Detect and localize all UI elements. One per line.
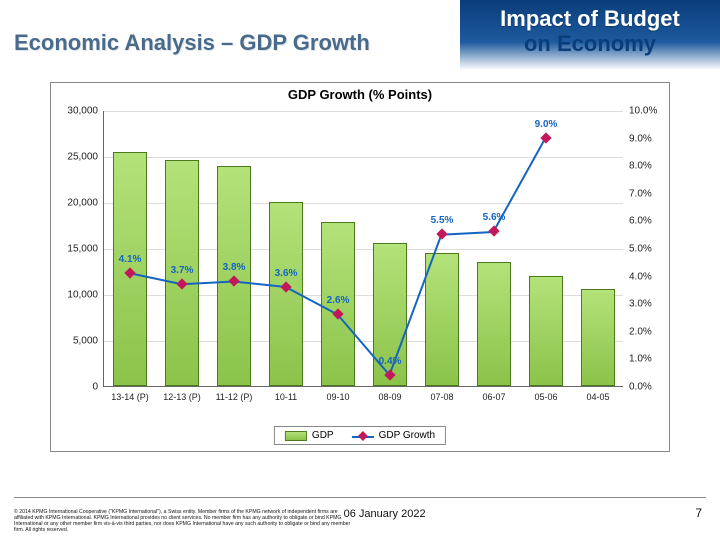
x-tick-label: 09-10 (326, 392, 349, 402)
footer-divider (14, 497, 706, 498)
y-right-tick-label: 9.0% (629, 133, 652, 144)
y-left-tick-label: 15,000 (67, 244, 98, 255)
y-right-tick-label: 0.0% (629, 382, 652, 393)
footer-copyright: © 2014 KPMG International Cooperative ("… (14, 510, 354, 534)
x-tick-label: 05-06 (534, 392, 557, 402)
y-left-tick-label: 5,000 (73, 336, 98, 347)
legend-item-growth: GDP Growth (352, 430, 436, 441)
growth-value-label: 2.6% (327, 295, 350, 306)
chart-title: GDP Growth (% Points) (51, 83, 669, 102)
x-tick-label: 12-13 (P) (163, 392, 201, 402)
legend-label-growth: GDP Growth (379, 430, 436, 441)
title-left: Economic Analysis – GDP Growth (14, 30, 370, 56)
x-tick-label: 13-14 (P) (111, 392, 149, 402)
y-right-tick-label: 10.0% (629, 106, 657, 117)
y-left-tick-label: 10,000 (67, 290, 98, 301)
growth-value-label: 3.8% (223, 262, 246, 273)
growth-value-label: 5.5% (431, 215, 454, 226)
y-right-tick-label: 7.0% (629, 188, 652, 199)
y-right-tick-label: 4.0% (629, 271, 652, 282)
slide: Impact of Budget on Economy Economic Ana… (0, 0, 720, 540)
title-right-line1: Impact of Budget (474, 6, 706, 31)
x-tick-label: 06-07 (482, 392, 505, 402)
y-right-tick-label: 6.0% (629, 216, 652, 227)
title-right: Impact of Budget on Economy (474, 6, 706, 57)
footer-date: 06 January 2022 (344, 508, 426, 520)
growth-value-label: 4.1% (119, 254, 142, 265)
y-right-tick-label: 2.0% (629, 326, 652, 337)
y-right-tick-label: 8.0% (629, 161, 652, 172)
legend: GDP GDP Growth (274, 426, 446, 445)
y-right-tick-label: 3.0% (629, 299, 652, 310)
legend-swatch-line (352, 431, 374, 441)
y-left-tick-label: 30,000 (67, 106, 98, 117)
x-tick-label: 04-05 (586, 392, 609, 402)
x-tick-label: 10-11 (275, 392, 297, 402)
legend-swatch-bar (285, 431, 307, 441)
title-right-line2: on Economy (474, 31, 706, 56)
growth-line (104, 111, 623, 386)
plot-area: 05,00010,00015,00020,00025,00030,0000.0%… (103, 111, 623, 387)
y-right-tick-label: 5.0% (629, 244, 652, 255)
x-tick-label: 07-08 (430, 392, 453, 402)
legend-label-gdp: GDP (312, 430, 334, 441)
legend-item-gdp: GDP (285, 430, 334, 441)
growth-value-label: 5.6% (483, 212, 506, 223)
growth-value-label: 9.0% (535, 119, 558, 130)
growth-value-label: 0.4% (379, 356, 402, 367)
x-tick-label: 08-09 (378, 392, 401, 402)
y-left-tick-label: 0 (92, 382, 98, 393)
y-left-tick-label: 25,000 (67, 152, 98, 163)
y-right-tick-label: 1.0% (629, 354, 652, 365)
growth-value-label: 3.6% (275, 268, 298, 279)
x-tick-label: 11-12 (P) (216, 392, 253, 402)
chart-container: GDP Growth (% Points) 05,00010,00015,000… (50, 82, 670, 452)
y-left-tick-label: 20,000 (67, 198, 98, 209)
growth-value-label: 3.7% (171, 265, 194, 276)
footer-page-number: 7 (695, 506, 702, 520)
